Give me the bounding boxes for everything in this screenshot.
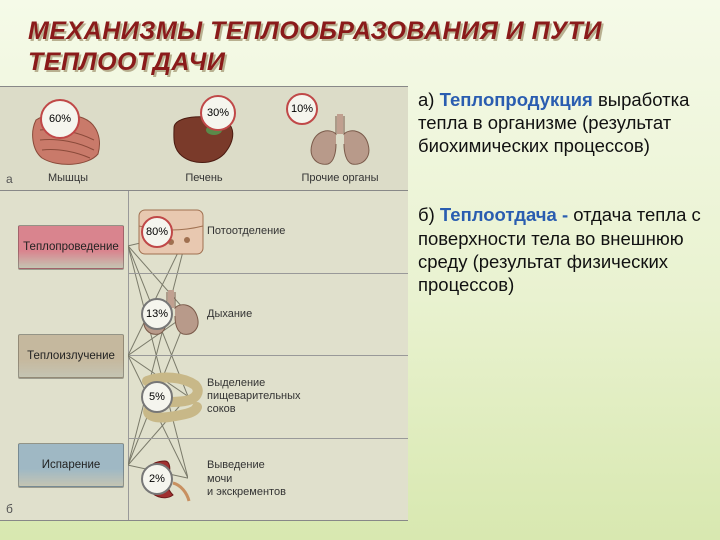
muscle-percent-badge: 60% bbox=[40, 99, 80, 139]
organ-muscles: 60% Мышцы bbox=[0, 87, 136, 190]
other-percent: 10% bbox=[291, 103, 313, 115]
other-percent-badge: 10% bbox=[286, 93, 318, 125]
text-a-highlight: Теплопродукция bbox=[440, 89, 593, 110]
page-title: МЕХАНИЗМЫ ТЕПЛООБРАЗОВАНИЯ И ПУТИ ТЕПЛОО… bbox=[28, 16, 700, 79]
excretion-percent: 2% bbox=[149, 473, 165, 485]
text-a-prefix: а) bbox=[418, 89, 440, 110]
excretion-percent-badge: 2% bbox=[141, 463, 173, 495]
text-b-highlight: Теплоотдача - bbox=[440, 204, 568, 225]
route-excretion: 2% Выведениемочии экскрементов bbox=[129, 439, 408, 521]
mech-evaporation: Испарение bbox=[18, 443, 124, 487]
muscle-percent: 60% bbox=[49, 113, 71, 125]
sweat-percent: 80% bbox=[146, 226, 168, 238]
liver-percent: 30% bbox=[207, 107, 229, 119]
organ-other: 10% Прочие органы bbox=[272, 87, 408, 190]
liver-label: Печень bbox=[185, 172, 222, 184]
route-breath: 13% Дыхание bbox=[129, 274, 408, 357]
panel-a: а 60% Мышцы 30% Печень 10% bbox=[0, 87, 408, 191]
other-label: Прочие органы bbox=[301, 172, 378, 184]
digestive-percent-badge: 5% bbox=[141, 381, 173, 413]
panel-b-label: б bbox=[6, 502, 13, 516]
sweat-label: Потоотделение bbox=[207, 225, 285, 238]
sweat-percent-badge: 80% bbox=[141, 216, 173, 248]
organ-liver: 30% Печень bbox=[136, 87, 272, 190]
excretion-label: Выведениемочии экскрементов bbox=[207, 459, 286, 499]
title-text: МЕХАНИЗМЫ ТЕПЛООБРАЗОВАНИЯ И ПУТИ ТЕПЛОО… bbox=[28, 17, 602, 76]
digestive-label: Выделениепищеварительныхсоков bbox=[207, 377, 301, 417]
mech-conduction: Теплопроведение bbox=[18, 225, 124, 269]
text-b-prefix: б) bbox=[418, 204, 440, 225]
mech-radiation: Теплоизлучение bbox=[18, 334, 124, 378]
mechanisms-column: Теплопроведение Теплоизлучение Испарение bbox=[0, 191, 128, 520]
route-digestive: 5% Выделениепищеварительныхсоков bbox=[129, 356, 408, 439]
muscle-label: Мышцы bbox=[48, 172, 88, 184]
digestive-percent: 5% bbox=[149, 391, 165, 403]
panel-b: б Теплопроведение Теплоизлучение Испарен… bbox=[0, 191, 408, 521]
text-block-a: а) Теплопродукция выработка тепла в орга… bbox=[418, 88, 706, 157]
breath-label: Дыхание bbox=[207, 308, 252, 321]
breath-percent: 13% bbox=[146, 308, 168, 320]
liver-percent-badge: 30% bbox=[200, 95, 236, 131]
routes-column: 80% Потоотделение 13% Дыхание 5% Выделен… bbox=[128, 191, 408, 520]
text-block-b: б) Теплоотдача - отдача тепла с поверхно… bbox=[418, 203, 706, 296]
breath-percent-badge: 13% bbox=[141, 298, 173, 330]
thermo-diagram: а 60% Мышцы 30% Печень 10% bbox=[0, 86, 408, 521]
description-texts: а) Теплопродукция выработка тепла в орга… bbox=[418, 88, 706, 296]
route-sweat: 80% Потоотделение bbox=[129, 191, 408, 274]
